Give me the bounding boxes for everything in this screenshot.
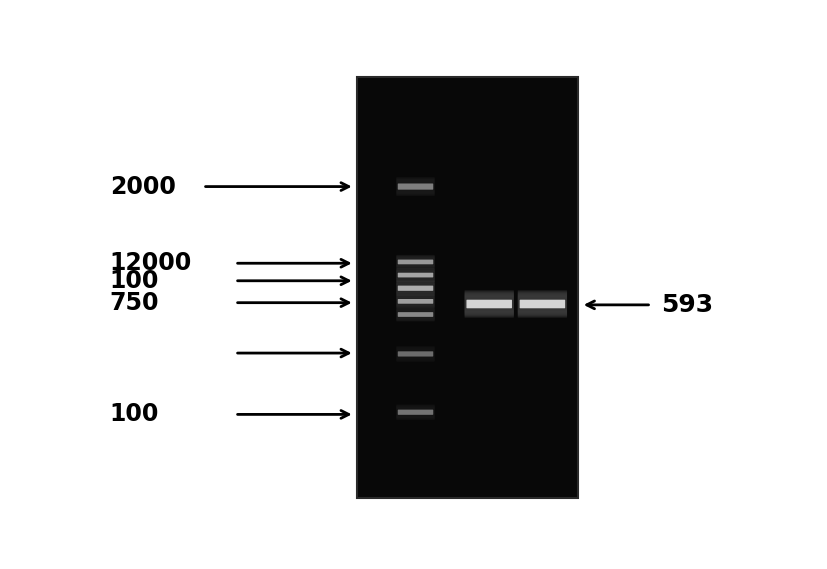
FancyBboxPatch shape <box>396 269 435 282</box>
FancyBboxPatch shape <box>396 281 435 295</box>
FancyBboxPatch shape <box>518 294 567 314</box>
FancyBboxPatch shape <box>398 259 433 264</box>
FancyBboxPatch shape <box>398 410 433 415</box>
FancyBboxPatch shape <box>396 282 435 295</box>
FancyBboxPatch shape <box>396 310 435 320</box>
FancyBboxPatch shape <box>396 347 435 361</box>
FancyBboxPatch shape <box>398 351 433 357</box>
FancyBboxPatch shape <box>396 179 435 194</box>
FancyBboxPatch shape <box>518 294 567 315</box>
FancyBboxPatch shape <box>466 300 512 308</box>
FancyBboxPatch shape <box>396 255 435 269</box>
Text: 100: 100 <box>110 269 159 293</box>
FancyBboxPatch shape <box>518 295 567 312</box>
FancyBboxPatch shape <box>396 270 435 280</box>
FancyBboxPatch shape <box>396 295 435 308</box>
Text: 12000: 12000 <box>110 251 192 275</box>
FancyBboxPatch shape <box>396 269 435 281</box>
FancyBboxPatch shape <box>396 346 435 362</box>
FancyBboxPatch shape <box>465 294 514 314</box>
FancyBboxPatch shape <box>396 270 435 281</box>
FancyBboxPatch shape <box>518 290 567 318</box>
FancyBboxPatch shape <box>398 183 433 189</box>
FancyBboxPatch shape <box>398 286 433 291</box>
FancyBboxPatch shape <box>396 268 435 282</box>
FancyBboxPatch shape <box>396 283 435 293</box>
FancyBboxPatch shape <box>465 290 514 318</box>
FancyBboxPatch shape <box>465 292 514 316</box>
FancyBboxPatch shape <box>396 281 435 296</box>
FancyBboxPatch shape <box>396 405 435 420</box>
FancyBboxPatch shape <box>518 291 567 317</box>
FancyBboxPatch shape <box>519 300 565 308</box>
FancyBboxPatch shape <box>465 295 514 312</box>
FancyBboxPatch shape <box>396 178 435 195</box>
FancyBboxPatch shape <box>398 273 433 278</box>
FancyBboxPatch shape <box>396 296 435 307</box>
Text: 2000: 2000 <box>110 175 175 199</box>
FancyBboxPatch shape <box>396 283 435 294</box>
FancyBboxPatch shape <box>465 294 514 315</box>
FancyBboxPatch shape <box>396 255 435 269</box>
Text: 750: 750 <box>110 291 160 315</box>
FancyBboxPatch shape <box>396 294 435 308</box>
Bar <box>356 77 577 498</box>
FancyBboxPatch shape <box>396 296 435 306</box>
FancyBboxPatch shape <box>396 271 435 279</box>
FancyBboxPatch shape <box>396 177 435 196</box>
FancyBboxPatch shape <box>396 179 435 195</box>
FancyBboxPatch shape <box>396 308 435 320</box>
FancyBboxPatch shape <box>518 296 567 311</box>
FancyBboxPatch shape <box>396 309 435 320</box>
FancyBboxPatch shape <box>396 308 435 321</box>
FancyBboxPatch shape <box>396 256 435 268</box>
FancyBboxPatch shape <box>396 307 435 321</box>
FancyBboxPatch shape <box>465 296 514 311</box>
FancyBboxPatch shape <box>518 292 567 316</box>
FancyBboxPatch shape <box>396 406 435 418</box>
FancyBboxPatch shape <box>398 299 433 304</box>
FancyBboxPatch shape <box>396 406 435 419</box>
FancyBboxPatch shape <box>396 405 435 419</box>
FancyBboxPatch shape <box>396 295 435 307</box>
FancyBboxPatch shape <box>398 312 433 317</box>
FancyBboxPatch shape <box>465 291 514 317</box>
Text: 100: 100 <box>110 402 159 426</box>
FancyBboxPatch shape <box>396 257 435 267</box>
Text: 593: 593 <box>661 293 713 317</box>
FancyBboxPatch shape <box>396 282 435 294</box>
FancyBboxPatch shape <box>396 347 435 361</box>
FancyBboxPatch shape <box>396 257 435 267</box>
